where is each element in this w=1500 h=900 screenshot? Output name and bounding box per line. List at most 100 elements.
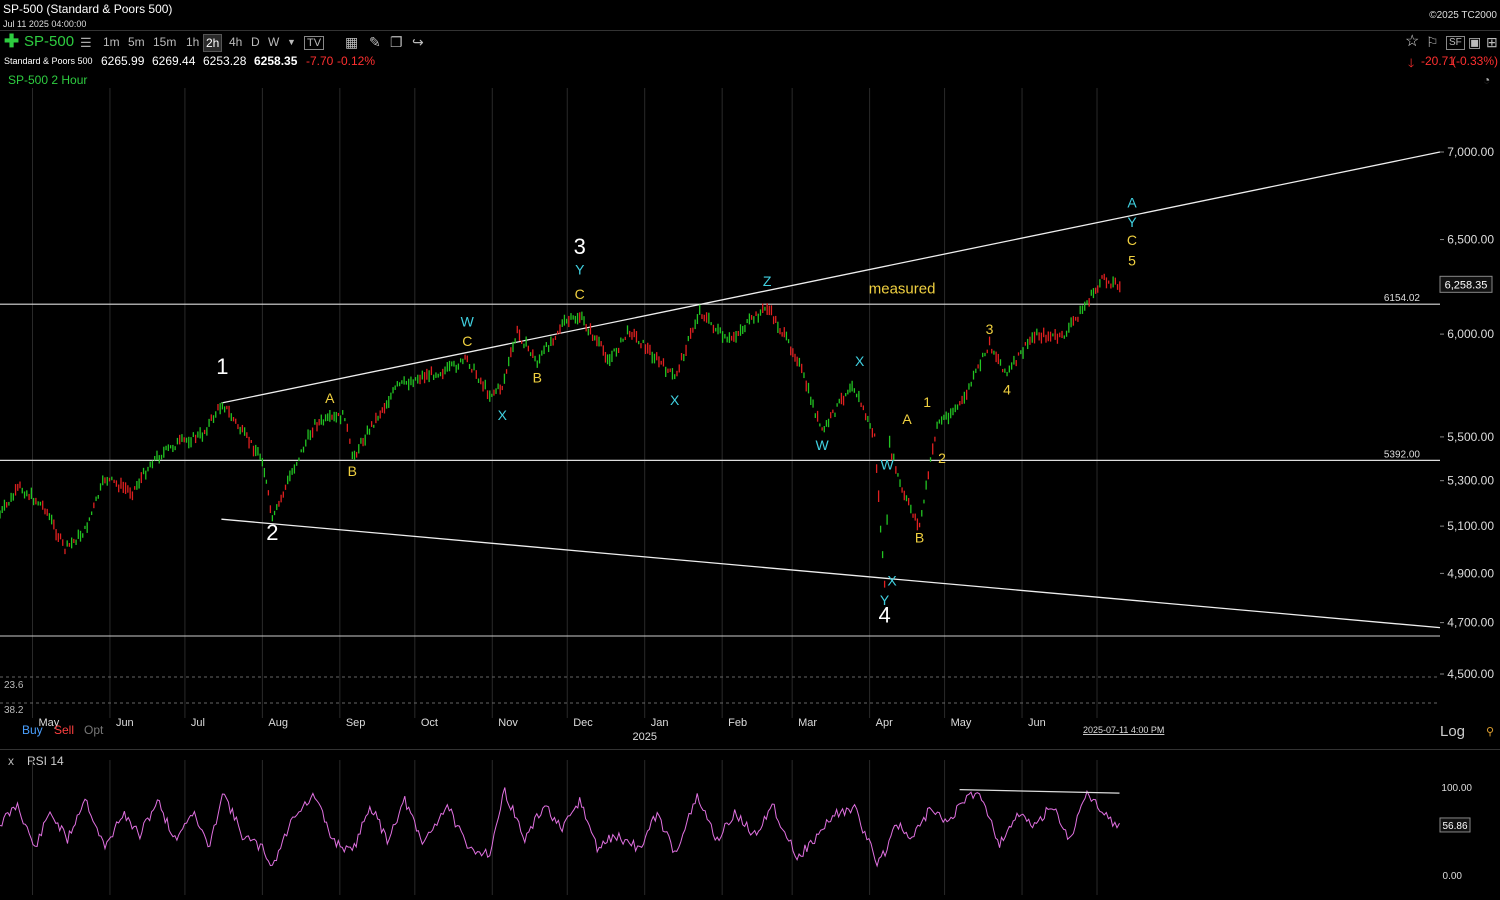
tv-icon[interactable]: TV bbox=[304, 36, 325, 50]
wave-label: Y bbox=[880, 592, 890, 608]
rsi-close-icon[interactable]: x bbox=[8, 754, 14, 768]
x-tick-label: Jun bbox=[116, 717, 134, 729]
chart-title: SP-500 2 Hour bbox=[8, 73, 88, 87]
chart-datetime: Jul 11 2025 04:00:00 bbox=[3, 19, 87, 29]
layers-icon[interactable]: ❐ bbox=[390, 34, 403, 50]
list-icon[interactable]: ☰ bbox=[80, 35, 92, 50]
y-tick-label: 6,500.00 bbox=[1447, 233, 1494, 247]
rsi-last-label: 56.86 bbox=[1442, 821, 1467, 832]
wave-label: C bbox=[1127, 232, 1137, 248]
year-label: 2025 bbox=[632, 731, 656, 743]
timeframe-15m[interactable]: 15m bbox=[153, 35, 177, 49]
y-tick-label: 4,900.00 bbox=[1447, 566, 1494, 580]
x-tick-label: Feb bbox=[728, 717, 747, 729]
timeframe-2h[interactable]: 2h bbox=[203, 34, 223, 52]
timeframe-1h[interactable]: 1h bbox=[186, 35, 200, 49]
sell-button[interactable]: Sell bbox=[54, 723, 75, 737]
timeframe-d[interactable]: D bbox=[251, 35, 260, 49]
change-value: -7.70 bbox=[306, 54, 334, 68]
wave-label: Y bbox=[575, 262, 585, 278]
wave-label: Y bbox=[1127, 214, 1137, 230]
wave-label: 2 bbox=[938, 450, 946, 466]
level-label: 6154.02 bbox=[1384, 293, 1421, 304]
wave-label: B bbox=[533, 369, 542, 385]
timeframe-w[interactable]: W bbox=[268, 35, 280, 49]
fib-label: 23.6 bbox=[4, 680, 24, 691]
wave-label: X bbox=[855, 353, 865, 369]
y-tick-label: 4,700.00 bbox=[1447, 616, 1494, 630]
last-price-label: 6,258.35 bbox=[1445, 279, 1488, 291]
share-icon[interactable]: ↪ bbox=[412, 34, 424, 50]
y-tick-label: 5,500.00 bbox=[1447, 430, 1494, 444]
x-tick-label: Sep bbox=[346, 717, 366, 729]
link-icon[interactable]: ⚲ bbox=[1486, 726, 1495, 738]
wave-label: 5 bbox=[1128, 252, 1136, 268]
more-icon[interactable]: ⊞ bbox=[1486, 34, 1498, 50]
rsi-tick-label: 100.00 bbox=[1441, 783, 1472, 794]
y-tick-label: 5,100.00 bbox=[1447, 519, 1494, 533]
rsi-tick-label: 0.00 bbox=[1443, 871, 1463, 882]
window-title: SP-500 (Standard & Poors 500) bbox=[3, 2, 173, 16]
x-tick-label: Mar bbox=[798, 717, 817, 729]
pencil-icon[interactable]: ✎ bbox=[369, 34, 381, 50]
x-tick-label: May bbox=[951, 717, 972, 729]
open-value: 6265.99 bbox=[101, 54, 145, 68]
timeframe-5m[interactable]: 5m bbox=[128, 35, 145, 49]
grid-icon[interactable]: ▦ bbox=[345, 34, 359, 50]
x-tick-label: Apr bbox=[876, 717, 893, 729]
rsi-divergence-line bbox=[959, 789, 1120, 794]
wave-label: 4 bbox=[1003, 382, 1011, 398]
wave-label: 1 bbox=[923, 394, 931, 410]
settings-icon[interactable]: ◔ bbox=[1483, 73, 1491, 87]
wave-label: W bbox=[461, 313, 475, 329]
y-tick-label: 7,000.00 bbox=[1447, 145, 1494, 159]
buy-button[interactable]: Buy bbox=[22, 723, 43, 737]
wave-label: A bbox=[902, 411, 912, 427]
wave-label: 1 bbox=[216, 354, 228, 379]
y-tick-label: 5,300.00 bbox=[1447, 474, 1494, 488]
wave-label: W bbox=[880, 457, 894, 473]
x-tick-label: Nov bbox=[498, 717, 518, 729]
x-tick-label: Jun bbox=[1028, 717, 1046, 729]
rsi-title: RSI 14 bbox=[27, 754, 64, 768]
fib-label: 38.2 bbox=[4, 705, 24, 716]
wave-label: B bbox=[348, 463, 357, 479]
change-pct: -0.12% bbox=[337, 54, 376, 68]
cursor-date-label: 2025-07-11 4:00 PM bbox=[1083, 725, 1164, 735]
wave-label: Z bbox=[763, 273, 772, 289]
wave-label: A bbox=[1127, 194, 1137, 210]
down-arrow-icon: 🡓 bbox=[1408, 56, 1415, 70]
flag-icon[interactable]: ⚐ bbox=[1426, 34, 1439, 50]
y-tick-label: 6,000.00 bbox=[1447, 327, 1494, 341]
timeframe-4h[interactable]: 4h bbox=[229, 35, 243, 49]
rsi-chart[interactable]: 100.00 0.00 56.86 bbox=[0, 760, 1500, 900]
star-icon[interactable]: ☆ bbox=[1405, 33, 1420, 50]
channel-line bbox=[221, 518, 1441, 629]
timeframe-1m[interactable]: 1m bbox=[103, 35, 120, 49]
high-value: 6269.44 bbox=[152, 54, 196, 68]
sf-icon[interactable]: SF bbox=[1446, 36, 1465, 50]
wave-label: 4 bbox=[878, 603, 890, 628]
wave-label: 3 bbox=[574, 234, 586, 259]
day-change-pct: (-0.33%) bbox=[1452, 54, 1499, 68]
x-tick-label: Aug bbox=[268, 717, 288, 729]
rsi-line bbox=[0, 787, 1120, 868]
rsi-divider bbox=[0, 749, 1500, 750]
save-icon[interactable]: ▣ bbox=[1468, 34, 1482, 50]
toolbar bbox=[0, 30, 1500, 53]
wave-label: W bbox=[816, 437, 830, 453]
chevron-down-icon[interactable]: ▼ bbox=[287, 37, 296, 47]
day-change-value: -20.71 bbox=[1421, 54, 1456, 68]
wave-label: X bbox=[887, 573, 897, 589]
wave-label: X bbox=[498, 407, 508, 423]
symbol-input[interactable]: SP-500 bbox=[24, 33, 75, 50]
add-symbol-icon[interactable]: ✚ bbox=[4, 31, 20, 51]
log-scale-toggle[interactable]: Log bbox=[1440, 723, 1466, 740]
wave-label: A bbox=[325, 390, 335, 406]
wave-label: C bbox=[575, 286, 585, 302]
wave-label: 3 bbox=[986, 321, 994, 337]
opt-button[interactable]: Opt bbox=[84, 723, 104, 737]
last-value: 6258.35 bbox=[254, 54, 298, 68]
symbol-name: Standard & Poors 500 bbox=[4, 56, 93, 66]
